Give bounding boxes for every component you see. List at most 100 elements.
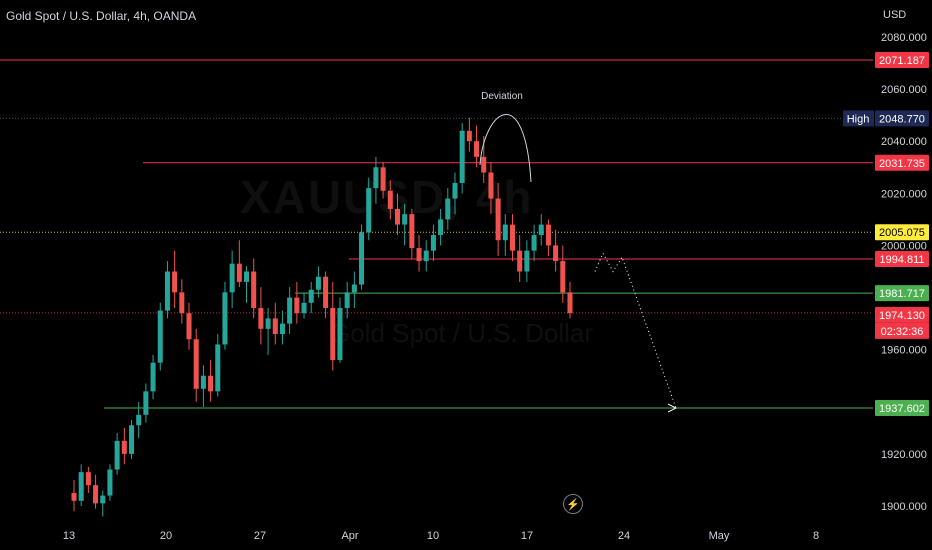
candle-body (344, 292, 350, 308)
candle-body (438, 219, 444, 236)
candle-body (323, 276, 329, 308)
candle-body (208, 375, 214, 392)
price-tag-bg (875, 154, 929, 171)
y-tick-label: 2020.000 (881, 188, 927, 200)
price-tag-bg (875, 306, 929, 323)
candle-body (387, 190, 393, 209)
candle-body (330, 307, 336, 361)
high-tag-bg (843, 110, 874, 127)
candle-body (502, 224, 508, 241)
currency-label[interactable]: USD (883, 9, 907, 21)
candle-body (265, 318, 271, 329)
chart-title: Gold Spot / U.S. Dollar, 4h, OANDA (6, 9, 197, 23)
price-axis-bg[interactable] (873, 0, 932, 550)
x-tick-label: Apr (341, 530, 358, 542)
y-tick-label: 1900.000 (881, 501, 927, 513)
deviation-label: Deviation (481, 91, 523, 102)
deviation-arc[interactable] (479, 114, 532, 183)
candle-body (186, 313, 192, 340)
candle-body (100, 495, 106, 504)
x-tick-label: 17 (521, 530, 533, 542)
price-tag-label: 2031.735 (879, 158, 925, 170)
x-tick-label: 8 (813, 530, 819, 542)
candle-body (416, 248, 422, 262)
candle-body (430, 235, 436, 251)
price-tag-label: 1974.130 (879, 310, 925, 322)
price-tag-bg (875, 400, 929, 417)
candle-body (114, 440, 120, 470)
candle-body (402, 214, 408, 225)
candle-body (150, 362, 156, 392)
candle-body (244, 271, 250, 282)
x-tick-label: 27 (254, 530, 266, 542)
price-tag-label: 2048.770 (879, 113, 925, 125)
candle-body (466, 130, 472, 142)
x-tick-label: 20 (160, 530, 172, 542)
candle-body (359, 232, 365, 285)
projection-path (594, 252, 678, 413)
y-tick-label: 1920.000 (881, 449, 927, 461)
horizontal-levels (0, 59, 873, 409)
y-tick-label: 2000.000 (881, 240, 927, 252)
x-tick-label: 10 (427, 530, 439, 542)
candle-body (524, 250, 530, 272)
candle-body (445, 198, 451, 220)
price-tag-bg (875, 285, 929, 302)
candle-body (315, 276, 321, 290)
candle-body (481, 156, 487, 173)
candle-body (136, 414, 142, 426)
price-tag-label: 2005.075 (879, 227, 925, 239)
candle-body (380, 167, 386, 191)
price-tag-bg (875, 51, 929, 68)
candle-body (236, 263, 242, 282)
candle-body (459, 130, 465, 183)
price-tags: 2071.187 High 2048.770 2031.735 2005.075 1994… (843, 51, 929, 417)
price-tag-bg (875, 250, 929, 267)
candle-body (553, 245, 559, 262)
candle-body (157, 310, 163, 363)
candle-body (423, 250, 429, 262)
price-tag-bg (875, 110, 929, 127)
candle-body (215, 344, 221, 392)
x-tick-label: 13 (63, 530, 75, 542)
candle-body (394, 208, 400, 225)
candle-body (560, 261, 566, 293)
lightning-icon[interactable]: ⚡ (563, 494, 583, 514)
candle-body (373, 167, 379, 189)
projection-line[interactable] (594, 252, 677, 409)
candle-body (509, 224, 516, 251)
candle-body (164, 271, 170, 311)
candle-body (531, 235, 537, 251)
candle-body (495, 198, 501, 241)
high-tag-label: High (847, 113, 870, 125)
candle-body (179, 292, 185, 314)
candle-body (545, 224, 551, 246)
candle-body (143, 391, 149, 415)
annotations: Deviation (479, 91, 532, 183)
price-axis: 2080.000 2060.000 2040.000 2020.000 2000.000… (873, 0, 932, 550)
x-tick-label: May (709, 530, 730, 542)
candle-body (222, 292, 228, 345)
price-tag-label: 1937.602 (879, 403, 925, 415)
price-tag-label: 2071.187 (879, 55, 925, 67)
candles (71, 117, 573, 517)
candle-body (517, 250, 523, 272)
candle-body (272, 318, 278, 335)
candle-body (294, 297, 300, 314)
candle-body (78, 472, 84, 501)
candle-body (251, 271, 257, 308)
candle-body (567, 292, 573, 314)
candle-body (279, 323, 285, 335)
candle-body (452, 182, 458, 199)
countdown-label: 02:32:36 (881, 326, 924, 338)
countdown-bg (875, 322, 929, 339)
candle-body (85, 472, 91, 486)
candle-body (409, 214, 415, 249)
y-tick-label: 1960.000 (881, 345, 927, 357)
price-tag-label: 1994.811 (879, 254, 924, 266)
candle-body (488, 172, 494, 199)
candle-body (337, 307, 343, 361)
candle-body (200, 375, 206, 389)
